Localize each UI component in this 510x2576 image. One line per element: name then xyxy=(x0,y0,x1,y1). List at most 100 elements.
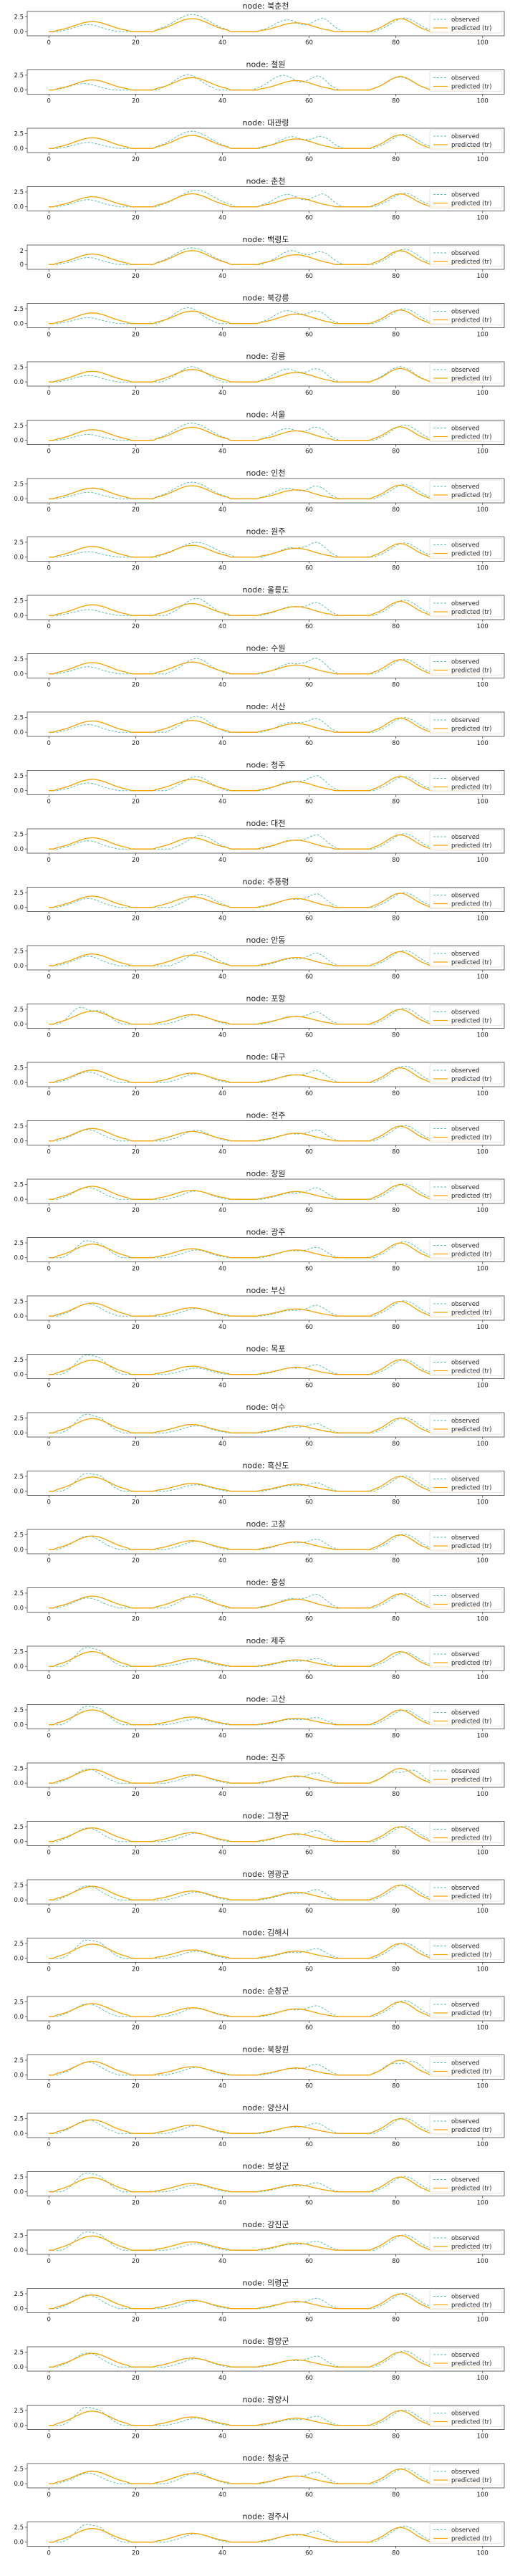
predicted-series-line xyxy=(49,834,483,850)
axes-frame xyxy=(27,2113,505,2138)
x-tick-label: 0 xyxy=(47,1616,51,1623)
x-tick-label: 60 xyxy=(305,448,313,456)
y-tick-label: 0.0 xyxy=(14,2014,24,2021)
chart-title: node: 대전 xyxy=(246,819,286,828)
predicted-series-line xyxy=(49,134,483,149)
x-tick-label: 100 xyxy=(477,682,489,689)
legend-box xyxy=(429,421,503,442)
chart-title: node: 수원 xyxy=(246,644,286,653)
axes-frame xyxy=(27,2346,505,2372)
legend-box xyxy=(429,2173,503,2193)
predicted-series-line xyxy=(49,1826,483,1842)
x-tick-label: 0 xyxy=(47,1090,51,1097)
y-tick-label: 0.0 xyxy=(14,2364,24,2371)
x-tick-label: 100 xyxy=(477,2550,489,2557)
y-tick-label: 2.5 xyxy=(14,1298,24,1305)
chart-title: node: 홍성 xyxy=(246,1577,286,1587)
x-tick-label: 0 xyxy=(47,799,51,806)
legend-box xyxy=(429,655,503,676)
x-tick-label: 80 xyxy=(392,2550,400,2557)
legend-observed-label: observed xyxy=(451,1534,479,1542)
legend-box xyxy=(429,1063,503,1085)
y-tick-label: 2.5 xyxy=(14,130,24,138)
x-tick-label: 60 xyxy=(305,2141,313,2148)
chart-title: node: 북강릉 xyxy=(242,294,289,303)
observed-series-line xyxy=(49,658,483,675)
chart-title: node: 목포 xyxy=(246,1345,286,1354)
observed-series-line xyxy=(49,542,483,558)
chart-panel: node: 전주 0 20 40 60 80 100 0.0 2.5 observed predic… xyxy=(14,1111,505,1156)
predicted-series-line xyxy=(49,1476,483,1492)
chart-title: node: 북창원 xyxy=(242,2045,289,2054)
legend-observed-label: observed xyxy=(451,1710,479,1717)
x-tick-label: 80 xyxy=(392,1850,400,1857)
y-tick-label: 0.0 xyxy=(14,87,24,95)
axes-frame xyxy=(27,945,505,971)
legend-predicted-label: predicted (tr) xyxy=(451,1251,491,1259)
x-tick-label: 20 xyxy=(132,2258,140,2265)
x-tick-label: 80 xyxy=(392,2375,400,2382)
x-tick-label: 0 xyxy=(47,506,51,514)
x-tick-label: 80 xyxy=(392,1499,400,1506)
x-tick-label: 40 xyxy=(218,623,226,630)
x-tick-label: 40 xyxy=(218,215,226,222)
chart-panel: node: 춘천 0 20 40 60 80 100 0.0 2.5 observed predic… xyxy=(14,176,505,222)
legend-predicted-label: predicted (tr) xyxy=(451,726,491,733)
legend-predicted-label: predicted (tr) xyxy=(451,2127,491,2134)
legend-box xyxy=(429,2523,503,2544)
legend-box xyxy=(429,304,503,325)
y-tick-label: 2.5 xyxy=(14,481,24,488)
predicted-series-line xyxy=(49,193,483,208)
x-tick-label: 40 xyxy=(218,39,226,47)
legend-box xyxy=(429,2289,503,2310)
x-tick-label: 20 xyxy=(132,623,140,630)
legend-observed-label: observed xyxy=(451,542,479,549)
axes-frame xyxy=(27,1762,505,1788)
x-tick-label: 100 xyxy=(477,1032,489,1039)
x-tick-label: 60 xyxy=(305,1032,313,1039)
x-tick-label: 40 xyxy=(218,1908,226,1915)
x-tick-label: 40 xyxy=(218,740,226,747)
x-tick-label: 20 xyxy=(132,740,140,747)
x-tick-label: 80 xyxy=(392,39,400,47)
x-tick-label: 100 xyxy=(477,1207,489,1214)
x-tick-label: 0 xyxy=(47,1032,51,1039)
legend-observed-label: observed xyxy=(451,776,479,783)
legend-observed-label: observed xyxy=(451,367,479,374)
axes-frame xyxy=(27,303,505,328)
x-tick-label: 20 xyxy=(132,799,140,806)
legend-observed-label: observed xyxy=(451,2469,479,2476)
legend-predicted-label: predicted (tr) xyxy=(451,1660,491,1667)
legend-observed-label: observed xyxy=(451,309,479,316)
x-tick-label: 60 xyxy=(305,1266,313,1273)
x-tick-label: 40 xyxy=(218,1324,226,1331)
x-tick-label: 20 xyxy=(132,448,140,456)
axes-frame xyxy=(27,186,505,211)
x-tick-label: 100 xyxy=(477,98,489,105)
observed-series-line xyxy=(49,1300,483,1317)
x-tick-label: 40 xyxy=(218,1557,226,1565)
axes-frame xyxy=(27,361,505,387)
predicted-series-line xyxy=(49,1009,483,1025)
legend-observed-label: observed xyxy=(451,1009,479,1017)
legend-observed-label: observed xyxy=(451,192,479,199)
x-tick-label: 100 xyxy=(477,623,489,630)
observed-series-line xyxy=(49,1768,483,1784)
x-tick-label: 60 xyxy=(305,1791,313,1798)
legend-box xyxy=(429,1822,503,1843)
legend-box xyxy=(429,946,503,968)
observed-series-line xyxy=(49,833,483,850)
legend-observed-label: observed xyxy=(451,2118,479,2125)
x-tick-label: 0 xyxy=(47,39,51,47)
x-tick-label: 0 xyxy=(47,2141,51,2148)
y-tick-label: 2.5 xyxy=(14,1064,24,1072)
chart-panel: node: 창원 0 20 40 60 80 100 0.0 2.5 observed predic… xyxy=(14,1169,505,1214)
x-tick-label: 40 xyxy=(218,2141,226,2148)
chart-panel: node: 고산 0 20 40 60 80 100 0.0 2.5 observed predic… xyxy=(14,1695,505,1740)
y-tick-label: 2.5 xyxy=(14,831,24,838)
predicted-series-line xyxy=(49,2468,483,2484)
legend-observed-label: observed xyxy=(451,1243,479,1250)
y-tick-label: 0.0 xyxy=(14,2130,24,2138)
x-tick-label: 0 xyxy=(47,98,51,105)
x-tick-label: 0 xyxy=(47,2258,51,2265)
